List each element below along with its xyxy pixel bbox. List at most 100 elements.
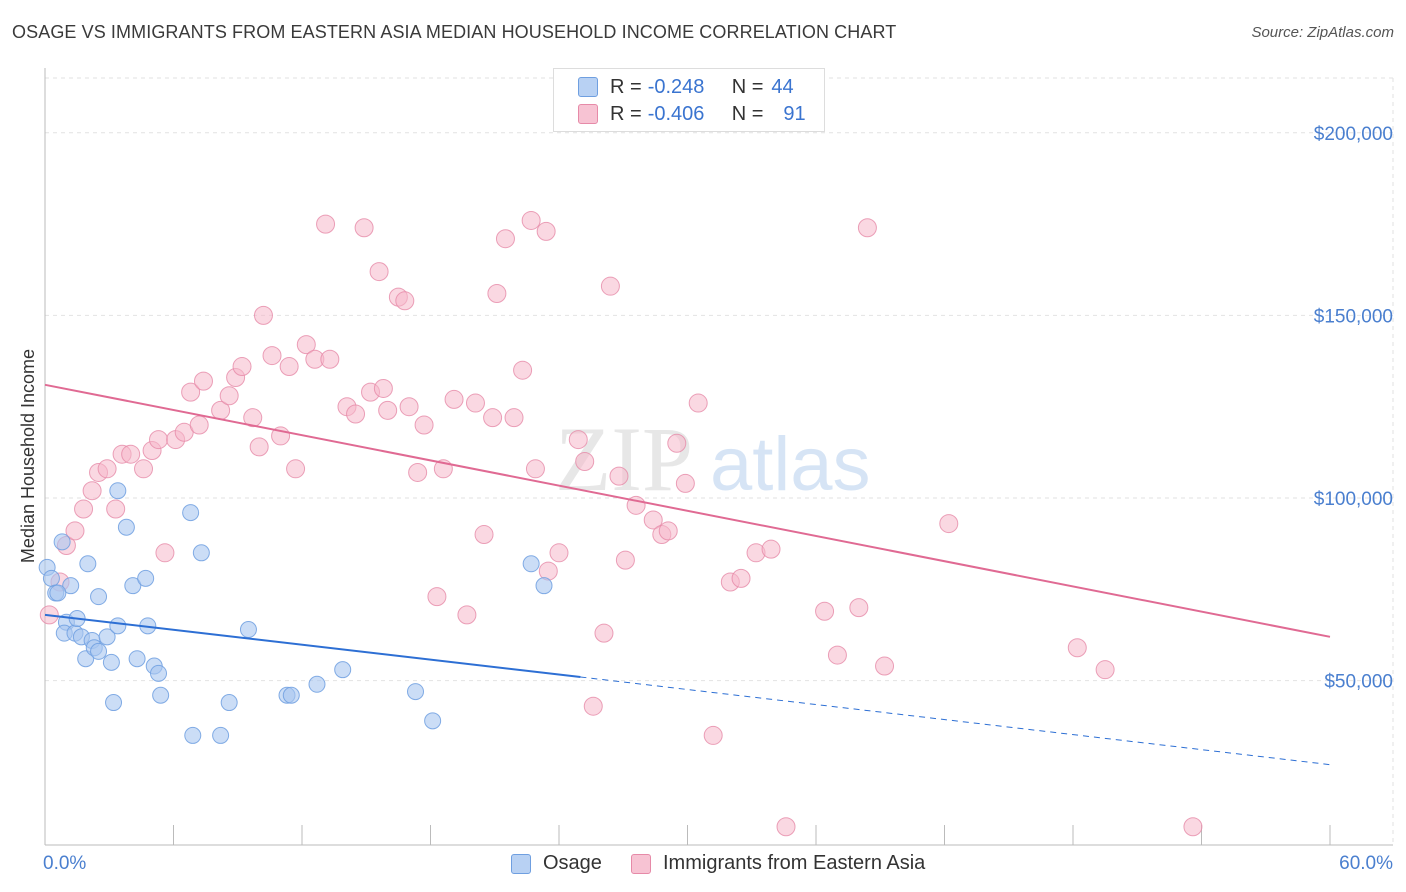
legend-n-value: 91 — [783, 102, 806, 125]
tick-layer: $50,000 $100,000 $150,000 $200,000 0.0% 60.0% — [43, 124, 1393, 874]
trend-layer — [44, 383, 1331, 766]
watermark: ZIP atlas — [555, 408, 871, 510]
pink-point — [193, 371, 213, 391]
pink-point — [594, 623, 614, 643]
pink-point — [776, 817, 796, 837]
pink-point — [286, 459, 306, 479]
watermark-atlas: atlas — [710, 422, 871, 507]
pink-point — [243, 408, 263, 428]
pink-point — [483, 408, 503, 428]
series-label-eastern-asia: Immigrants from Eastern Asia — [663, 852, 926, 874]
pink-point — [378, 400, 398, 420]
legend-n-label: N = — [731, 75, 764, 98]
blue-point — [182, 504, 200, 522]
y-tick-label: $150,000 — [1314, 306, 1393, 327]
pink-point — [414, 415, 434, 435]
legend-n-value: 44 — [771, 75, 794, 98]
blue-point — [184, 726, 202, 744]
blue-point — [90, 588, 108, 606]
pink-point — [600, 276, 620, 296]
pink-point — [495, 229, 515, 249]
blue-point — [424, 712, 442, 730]
blue-point — [407, 683, 425, 701]
series-legend-eastern-asia: Immigrants from Eastern Asia — [631, 852, 925, 875]
series-legend: Osage Immigrants from Eastern Asia — [0, 852, 1406, 878]
pink-point — [369, 262, 389, 282]
pink-point — [189, 415, 209, 435]
pink-point — [703, 725, 723, 745]
correlation-legend: R = -0.248 N = 44 R = -0.406 N = 91 — [553, 68, 825, 132]
blue-point — [282, 686, 300, 704]
pink-point — [399, 397, 419, 417]
blue-point — [49, 584, 67, 602]
blue-point — [522, 555, 540, 573]
pink-point — [457, 605, 477, 625]
blue-point — [79, 555, 97, 573]
pink-point — [106, 499, 126, 519]
pink-point — [279, 357, 299, 377]
pink-point — [615, 550, 635, 570]
blue-point — [62, 577, 80, 595]
pink-point — [181, 382, 201, 402]
pink-point — [149, 430, 169, 450]
pink-point — [316, 214, 336, 234]
pink-point — [354, 218, 374, 238]
pink-point — [1067, 638, 1087, 658]
pink-point — [296, 335, 316, 355]
blue-trend-line — [44, 613, 581, 678]
pink-point — [427, 587, 447, 607]
pink-point — [232, 357, 252, 377]
blue-trend-extension — [580, 676, 1331, 766]
legend-r-value: -0.406 — [647, 102, 705, 125]
pink-point — [857, 218, 877, 238]
blue-point — [109, 482, 127, 500]
pink-point — [667, 433, 687, 453]
pink-point — [761, 539, 781, 559]
pink-point — [538, 561, 558, 581]
pink-point — [155, 543, 175, 563]
legend-r-value: -0.248 — [647, 75, 705, 98]
pink-point — [373, 378, 393, 398]
pink-point — [97, 459, 117, 479]
pink-point — [65, 521, 85, 541]
pink-point — [134, 459, 154, 479]
blue-point — [152, 686, 170, 704]
pink-point — [262, 346, 282, 366]
pink-point — [827, 645, 847, 665]
pink-point — [525, 459, 545, 479]
pink-point — [504, 408, 524, 428]
pink-point — [521, 210, 541, 230]
legend-r-label: R = — [610, 102, 642, 125]
pink-point — [395, 291, 415, 311]
blue-point — [535, 577, 553, 595]
y-tick-label: $100,000 — [1314, 489, 1393, 510]
blue-point — [42, 569, 60, 587]
legend-n-label: N = — [731, 102, 764, 125]
chart-title: OSAGE VS IMMIGRANTS FROM EASTERN ASIA ME… — [12, 22, 897, 42]
legend-r-label: R = — [610, 75, 642, 98]
blue-point — [212, 726, 230, 744]
pink-point — [474, 525, 494, 545]
pink-point — [536, 221, 556, 241]
y-tick-label: $200,000 — [1314, 124, 1393, 145]
pink-point — [575, 452, 595, 471]
pink-point — [408, 462, 428, 482]
series-swatch-osage — [511, 853, 531, 874]
pink-point — [74, 499, 94, 519]
pink-point — [121, 444, 141, 464]
x-tick-label: 0.0% — [43, 853, 86, 874]
pink-point — [675, 473, 695, 493]
pink-point — [444, 389, 464, 409]
blue-point — [308, 675, 326, 693]
blue-point — [109, 617, 127, 635]
legend-row-osage: R = -0.248 N = 44 — [578, 74, 794, 100]
pink-point — [875, 656, 895, 676]
blue-point — [150, 664, 168, 682]
pink-point — [609, 466, 629, 486]
legend-row-eastern-asia: R = -0.406 N = 91 — [578, 101, 806, 127]
blue-point — [220, 694, 238, 712]
pink-point — [731, 568, 751, 588]
blue-point — [124, 577, 142, 595]
blue-point — [334, 661, 352, 679]
